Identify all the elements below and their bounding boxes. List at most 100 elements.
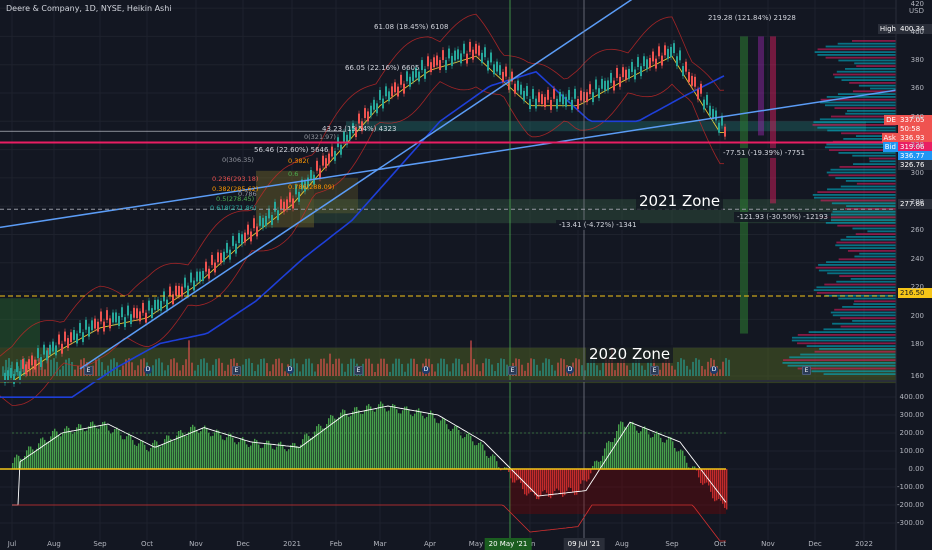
dividend-marker[interactable]: D bbox=[710, 366, 718, 374]
dividend-marker[interactable]: D bbox=[286, 366, 294, 374]
candle bbox=[106, 310, 108, 321]
earnings-marker[interactable]: E bbox=[232, 366, 241, 375]
volume-bar bbox=[416, 364, 418, 376]
candle bbox=[388, 91, 390, 102]
histogram-bar bbox=[94, 424, 96, 469]
histogram-bar bbox=[198, 432, 200, 469]
volume-profile-row bbox=[832, 322, 896, 325]
earnings-marker[interactable]: E bbox=[354, 366, 363, 375]
volume-bar bbox=[104, 369, 106, 376]
histogram-bar bbox=[724, 469, 726, 508]
candle bbox=[406, 71, 408, 82]
volume-profile-row bbox=[814, 51, 896, 53]
candle bbox=[175, 285, 177, 296]
volume-bar bbox=[662, 362, 664, 376]
x-tick-label: Apr bbox=[423, 540, 437, 548]
histogram-bar bbox=[166, 435, 168, 469]
histogram-bar bbox=[342, 409, 344, 469]
candle bbox=[352, 123, 354, 134]
volume-profile-row bbox=[855, 233, 896, 235]
volume-bar bbox=[557, 362, 559, 376]
histogram-bar bbox=[460, 435, 462, 469]
volume-bar bbox=[41, 361, 43, 376]
volume-bar bbox=[677, 361, 679, 376]
histogram-bar bbox=[214, 432, 216, 469]
volume-profile-row bbox=[817, 126, 896, 129]
histogram-bar bbox=[378, 404, 380, 469]
histogram-bar bbox=[704, 469, 706, 484]
candle bbox=[205, 261, 207, 272]
volume-bar bbox=[317, 364, 319, 376]
candle bbox=[262, 217, 264, 228]
histogram-bar bbox=[252, 441, 254, 469]
histogram-bar bbox=[136, 445, 138, 469]
histogram-bar bbox=[672, 441, 674, 469]
histogram-bar bbox=[578, 469, 580, 491]
histogram-bar bbox=[526, 469, 528, 496]
histogram-bar bbox=[498, 467, 500, 469]
candle bbox=[481, 52, 483, 63]
price-tag-label: Bid bbox=[882, 142, 898, 152]
volume-profile-row bbox=[818, 269, 896, 272]
volume-profile-row bbox=[847, 250, 896, 252]
histogram-bar bbox=[152, 442, 154, 469]
volume-bar bbox=[539, 370, 541, 376]
volume-bar bbox=[257, 364, 259, 376]
price-tag-value: 50:58 bbox=[898, 124, 932, 134]
histogram-bar bbox=[684, 455, 686, 469]
dividend-marker[interactable]: D bbox=[144, 366, 152, 374]
histogram-bar bbox=[456, 425, 458, 469]
dividend-marker[interactable]: D bbox=[422, 366, 430, 374]
volume-bar bbox=[29, 369, 31, 376]
volume-profile-row bbox=[816, 292, 896, 294]
candle bbox=[247, 224, 249, 235]
volume-bar bbox=[92, 365, 94, 376]
candle bbox=[94, 318, 96, 329]
volume-profile-row bbox=[838, 297, 896, 300]
volume-bar bbox=[458, 358, 460, 376]
histogram-bar bbox=[444, 419, 446, 469]
candle bbox=[61, 343, 63, 354]
volume-bar bbox=[263, 358, 265, 376]
earnings-marker[interactable]: E bbox=[508, 366, 517, 375]
histogram-bar bbox=[148, 451, 150, 469]
histogram-bar bbox=[336, 419, 338, 469]
earnings-marker[interactable]: E bbox=[84, 366, 93, 375]
candle bbox=[421, 60, 423, 70]
volume-profile-row bbox=[839, 166, 896, 168]
dividend-marker[interactable]: D bbox=[566, 366, 574, 374]
support-band bbox=[0, 298, 40, 348]
earnings-marker[interactable]: E bbox=[802, 366, 811, 375]
histogram-bar bbox=[98, 428, 100, 469]
volume-profile-row bbox=[834, 308, 896, 311]
volume-bar bbox=[455, 358, 457, 376]
volume-bar bbox=[392, 363, 394, 376]
histogram-bar bbox=[680, 449, 682, 469]
volume-profile-row bbox=[858, 84, 896, 87]
histogram-bar bbox=[232, 437, 234, 469]
candle bbox=[202, 270, 204, 281]
candle bbox=[433, 57, 435, 68]
candle bbox=[643, 56, 645, 67]
histogram-bar bbox=[432, 413, 434, 469]
price-tag-value: 336.93 bbox=[898, 133, 932, 143]
volume-profile-row bbox=[854, 300, 896, 303]
histogram-bar bbox=[702, 469, 704, 485]
volume-profile-row bbox=[838, 152, 896, 154]
volume-bar bbox=[350, 358, 352, 376]
volume-profile-row bbox=[806, 345, 896, 347]
earnings-marker[interactable]: E bbox=[650, 366, 659, 375]
volume-profile-row bbox=[824, 146, 896, 149]
volume-bar bbox=[485, 358, 487, 376]
volume-bar bbox=[164, 370, 166, 376]
histogram-bar bbox=[130, 435, 132, 469]
histogram-bar bbox=[656, 431, 658, 469]
volume-bar bbox=[152, 365, 154, 376]
volume-bar bbox=[299, 371, 301, 376]
volume-bar bbox=[473, 358, 475, 376]
histogram-bar bbox=[450, 430, 452, 469]
candle bbox=[475, 43, 477, 54]
volume-profile-row bbox=[845, 68, 896, 70]
volume-bar bbox=[8, 358, 10, 376]
volume-bar bbox=[167, 365, 169, 376]
